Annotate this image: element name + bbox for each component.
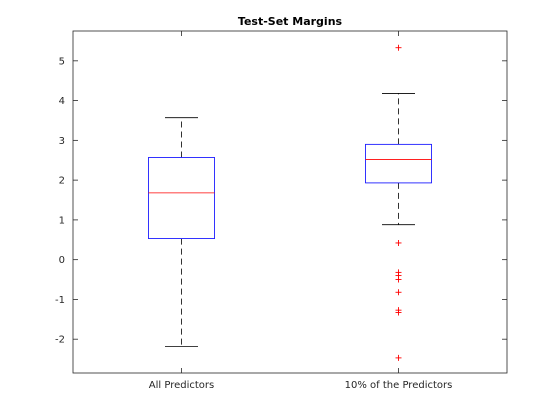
y-tick-label: 4 xyxy=(59,96,65,107)
outlier-marker xyxy=(395,276,402,283)
outlier-marker xyxy=(395,309,402,316)
outlier-marker xyxy=(395,44,402,51)
y-tick-label: 0 xyxy=(59,255,65,266)
x-axis-ticks: All Predictors 10% of the Predictors xyxy=(149,31,453,391)
outlier-marker xyxy=(395,354,402,361)
iqr-box xyxy=(148,157,215,239)
y-tick-label: 1 xyxy=(59,215,65,226)
y-tick-label: 2 xyxy=(59,176,65,187)
x-tick-label: All Predictors xyxy=(149,380,214,391)
y-tick-label: 3 xyxy=(59,136,65,147)
x-tick-label: 10% of the Predictors xyxy=(345,380,453,391)
box-group xyxy=(365,44,432,361)
chart-title: Test-Set Margins xyxy=(238,15,343,28)
y-tick-label: 5 xyxy=(59,56,65,67)
iqr-box xyxy=(365,143,432,184)
outlier-marker xyxy=(395,289,402,296)
plot-area xyxy=(72,30,508,374)
box-group xyxy=(148,117,215,347)
y-axis-ticks: -2 -1 0 1 2 3 4 5 xyxy=(55,56,507,346)
outlier-marker xyxy=(395,239,402,246)
y-tick-label: -2 xyxy=(55,335,65,346)
y-tick-label: -1 xyxy=(55,295,65,306)
box-plots xyxy=(148,44,432,361)
